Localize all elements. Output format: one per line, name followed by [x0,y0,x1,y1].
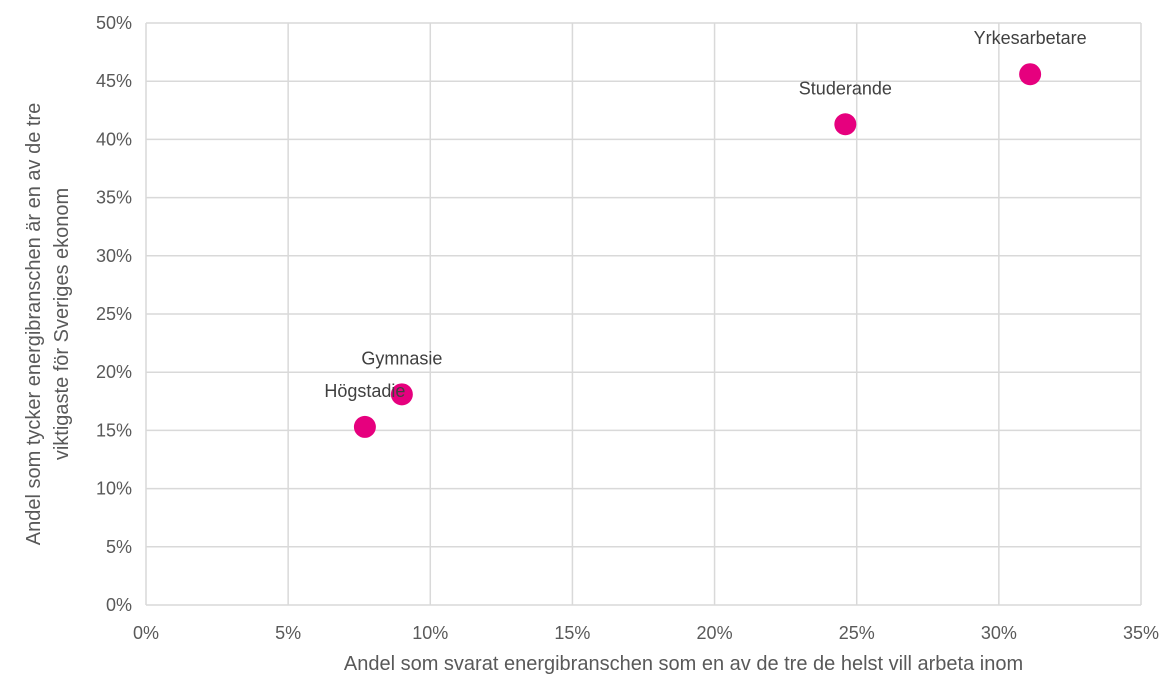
y-axis-title: Andel som tycker energibranschen är en a… [23,103,73,545]
data-point-label: Yrkesarbetare [974,28,1087,48]
y-tick-label: 35% [96,188,132,208]
y-tick-label: 10% [96,479,132,499]
y-tick-label: 20% [96,362,132,382]
data-point-label: Gymnasie [361,348,442,368]
x-tick-label: 15% [554,623,590,643]
y-tick-label: 50% [96,13,132,33]
data-point [353,415,376,438]
data-point [834,113,857,136]
y-axis-tick-labels: 0% 5% 10% 15% 20% 25% 30% 35% 40% 45% 50% [96,13,132,615]
y-axis-title-line: Andel som tycker energibranschen är en a… [23,103,45,545]
x-tick-label: 25% [839,623,875,643]
x-tick-label: 30% [981,623,1017,643]
y-tick-label: 30% [96,246,132,266]
y-tick-label: 45% [96,71,132,91]
y-tick-label: 25% [96,304,132,324]
data-point [390,383,413,406]
data-point-label: Studerande [799,78,892,98]
x-axis-title: Andel som svarat energibranschen som en … [344,653,1023,675]
x-tick-label: 20% [697,623,733,643]
x-axis-tick-labels: 0% 5% 10% 15% 20% 25% 30% 35% [133,623,1159,643]
y-axis-title-line: viktigaste för Sveriges ekonom [51,188,73,460]
grid-lines [145,22,1142,606]
data-point-label: Högstadie [324,381,405,401]
y-tick-label: 0% [106,595,132,615]
x-tick-label: 0% [133,623,159,643]
x-tick-label: 10% [412,623,448,643]
y-tick-label: 15% [96,420,132,440]
data-labels: Högstadie Gymnasie Studerande Yrkesarbetare [324,28,1086,401]
y-tick-label: 40% [96,129,132,149]
data-point [1019,63,1042,86]
x-tick-label: 35% [1123,623,1159,643]
y-tick-label: 5% [106,537,132,557]
x-tick-label: 5% [275,623,301,643]
data-points [353,63,1042,438]
